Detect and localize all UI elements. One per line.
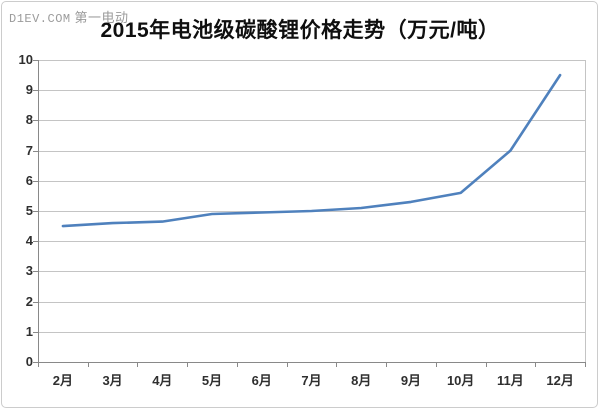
y-axis-tick-label: 8 [25, 112, 33, 128]
y-axis-tick-label: 1 [25, 323, 33, 339]
x-axis-tick-label: 9月 [400, 373, 422, 388]
x-axis-tick-label: 10月 [446, 373, 475, 388]
price-line-series [61, 73, 562, 228]
chart-title: 2015年电池级碳酸锂价格走势（万元/吨） [100, 19, 500, 42]
y-axis-tick-label: 3 [25, 263, 33, 279]
x-axis-tick-label: 12月 [546, 373, 574, 388]
watermark-brand-text: 第一电动 [74, 10, 129, 25]
x-axis-tick-label: 3月 [102, 373, 123, 388]
x-axis-tick-label: 11月 [497, 373, 524, 388]
y-axis-tick-label: 5 [25, 203, 33, 218]
y-axis-tick-label: 7 [25, 142, 33, 158]
x-axis-tick-label: 2月 [52, 373, 73, 388]
x-axis-tick-label: 4月 [152, 373, 173, 388]
x-axis-tick-label: 5月 [201, 373, 223, 388]
watermark: D1EV.COM 第一电动 [9, 7, 128, 26]
watermark-site-text: D1EV.COM [9, 12, 71, 26]
x-axis-tick-label: 8月 [351, 373, 372, 388]
y-axis-tick-label: 6 [25, 172, 33, 188]
y-axis-tick-label: 9 [25, 82, 33, 98]
y-axis-tick-label: 10 [18, 52, 33, 67]
y-axis-tick-label: 0 [25, 354, 33, 369]
x-axis-tick-label: 7月 [301, 373, 322, 388]
y-axis-tick-label: 2 [25, 293, 33, 309]
y-axis-tick-label: 4 [25, 233, 33, 249]
x-axis-tick-label: 6月 [251, 373, 272, 388]
